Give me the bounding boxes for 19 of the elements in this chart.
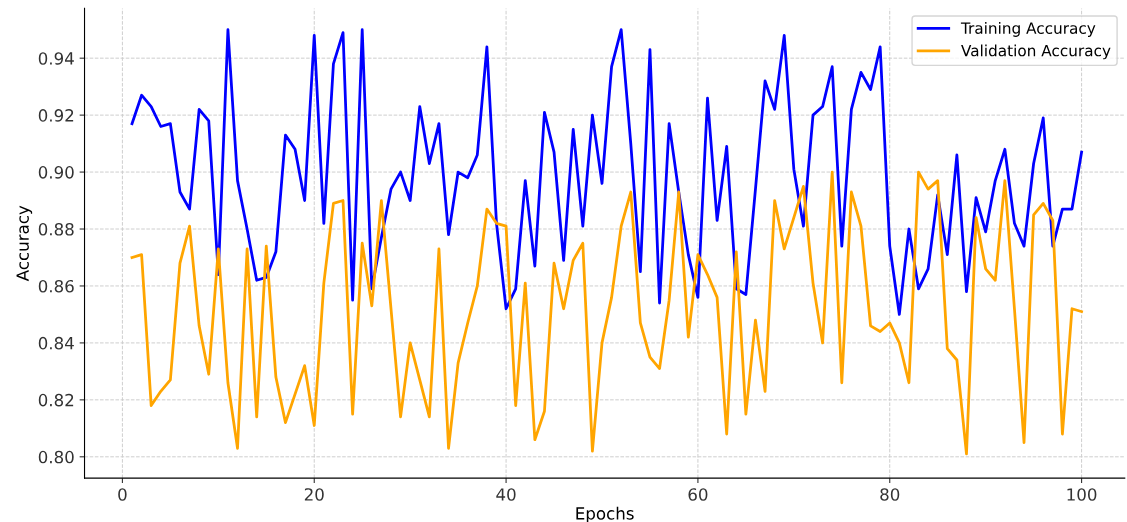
y-tick-label: 0.84 bbox=[38, 336, 74, 350]
legend-label: Validation Accuracy bbox=[961, 44, 1111, 60]
y-tick-label: 0.86 bbox=[38, 279, 74, 293]
x-tick-label: 0 bbox=[118, 488, 127, 501]
x-axis-title: Epochs bbox=[576, 506, 634, 522]
y-tick-label: 0.90 bbox=[38, 166, 74, 179]
x-tick-label: 20 bbox=[304, 488, 324, 501]
y-tick-label: 0.92 bbox=[38, 109, 74, 122]
y-tick-label: 0.88 bbox=[38, 222, 74, 236]
line-series bbox=[130, 170, 1083, 456]
y-tick-label: 0.94 bbox=[38, 52, 74, 65]
x-tick-label: 100 bbox=[1067, 488, 1097, 501]
x-tick-label: 60 bbox=[688, 488, 708, 501]
y-tick-label: 0.80 bbox=[38, 450, 74, 464]
legend-label: Training Accuracy bbox=[960, 22, 1096, 37]
x-tick-label: 80 bbox=[880, 488, 900, 501]
y-axis-title: Accuracy bbox=[16, 205, 33, 282]
x-tick-label: 40 bbox=[496, 488, 516, 501]
y-tick-label: 0.82 bbox=[38, 393, 74, 407]
